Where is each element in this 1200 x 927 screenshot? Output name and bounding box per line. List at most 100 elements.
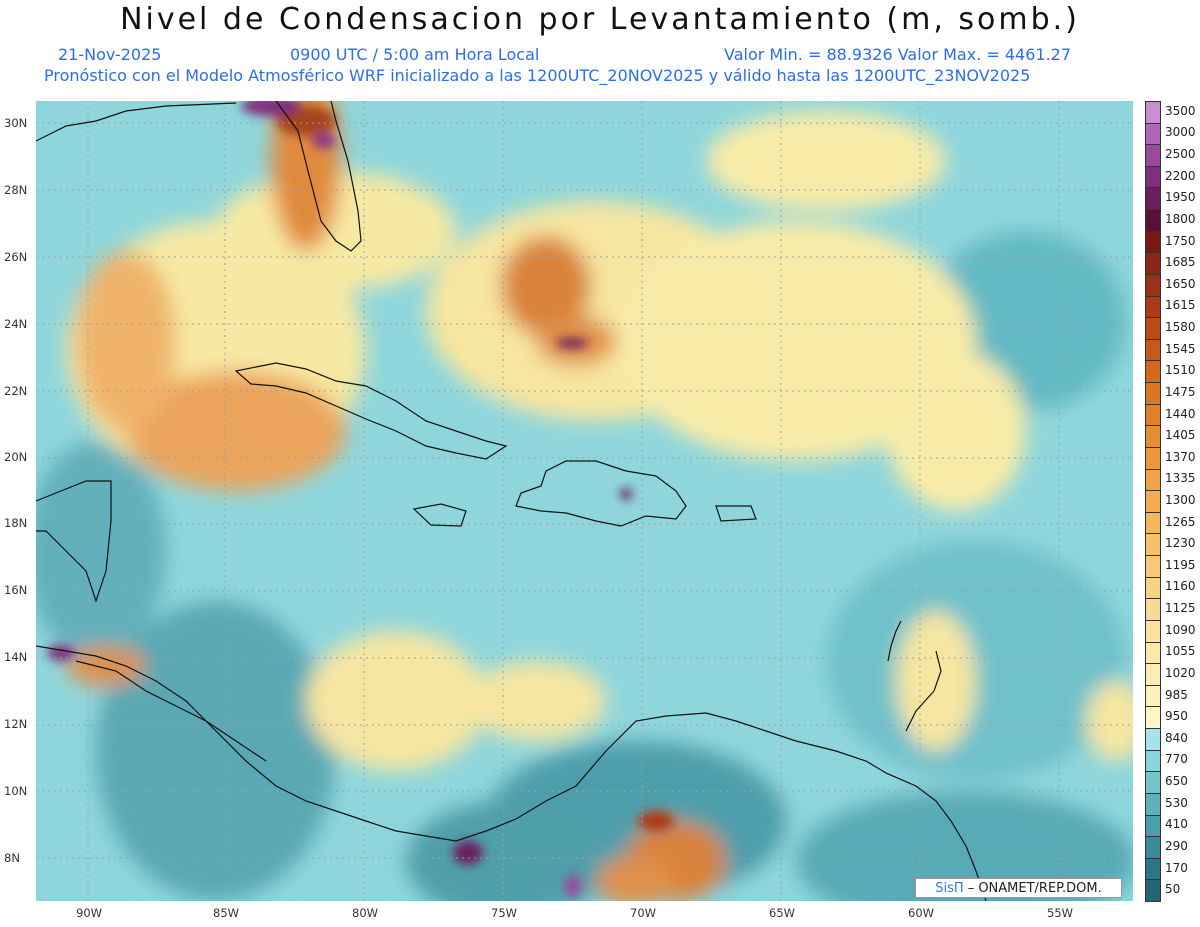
- lat-tick: 22N: [4, 384, 28, 398]
- forecast-label: Pronóstico con el Modelo Atmosférico WRF…: [44, 66, 1031, 85]
- colorbar-label: 530: [1165, 795, 1188, 810]
- colorbar-label: 1800: [1165, 211, 1196, 226]
- colorbar-label: 1090: [1165, 622, 1196, 637]
- colorbar-swatch: [1145, 663, 1161, 686]
- lat-tick: 30N: [4, 116, 28, 130]
- colorbar-swatch: [1145, 295, 1161, 319]
- colorbar-label: 1405: [1165, 428, 1196, 443]
- colorbar-label: 3000: [1165, 125, 1196, 140]
- florida-coast: [275, 101, 362, 252]
- colorbar-swatch: [1145, 446, 1161, 470]
- extreme-cells: [47, 101, 674, 898]
- colorbar-swatch: [1145, 511, 1161, 535]
- colorbar-label: 1335: [1165, 471, 1196, 486]
- min-max-label: Valor Min. = 88.9326 Valor Max. = 4461.2…: [724, 45, 1072, 64]
- colorbar-label: 290: [1165, 838, 1188, 853]
- credit-text: – ONAMET/REP.DOM.: [967, 880, 1102, 896]
- lat-tick: 12N: [4, 717, 28, 731]
- colorbar-swatch: [1145, 382, 1161, 405]
- colorbar-swatch: [1145, 273, 1161, 297]
- colorbar-label: 1265: [1165, 514, 1196, 529]
- lat-tick: 26N: [4, 250, 28, 264]
- colorbar-swatch: [1145, 490, 1161, 513]
- colorbar-swatch: [1145, 425, 1161, 448]
- colorbar-label: 1125: [1165, 601, 1196, 616]
- colorbar-swatch: [1145, 533, 1161, 557]
- colorbar-label: 2200: [1165, 168, 1196, 183]
- colorbar-swatch: [1145, 728, 1161, 751]
- colorbar-swatch: [1145, 403, 1161, 427]
- credit-box: SisΠ – ONAMET/REP.DOM.: [915, 878, 1122, 898]
- colorbar-swatch: [1145, 252, 1161, 275]
- colorbar-swatch: [1145, 598, 1161, 621]
- lat-tick: 20N: [4, 450, 28, 464]
- colorbar-swatch: [1145, 165, 1161, 189]
- lon-tick: 85W: [213, 906, 240, 920]
- colorbar-swatch: [1145, 555, 1161, 578]
- colorbar-label: 1160: [1165, 579, 1196, 594]
- colorbar-swatch: [1145, 144, 1161, 167]
- colorbar-swatch: [1145, 360, 1161, 384]
- time-label: 0900 UTC / 5:00 am Hora Local: [290, 45, 540, 64]
- colorbar-swatch: [1145, 317, 1161, 340]
- lat-tick: 16N: [4, 583, 28, 597]
- lon-tick: 70W: [630, 906, 657, 920]
- colorbar-label: 1750: [1165, 233, 1196, 248]
- colorbar-label: 3500: [1165, 103, 1196, 118]
- lon-tick: 55W: [1047, 906, 1074, 920]
- colorbar-label: 50: [1165, 882, 1181, 897]
- colorbar-swatch: [1145, 230, 1161, 254]
- colorbar-label: 1615: [1165, 298, 1196, 313]
- lon-tick: 60W: [908, 906, 935, 920]
- colorbar-swatch: [1145, 814, 1161, 838]
- grid-lines: [36, 101, 1133, 901]
- colorbar-label: 650: [1165, 774, 1188, 789]
- puerto-rico-coast: [715, 505, 757, 522]
- map-title: Nivel de Condensacion por Levantamiento …: [120, 2, 1080, 37]
- colorbar-label: 170: [1165, 860, 1188, 875]
- leeward-islands: [887, 620, 902, 662]
- colorbar-label: 770: [1165, 752, 1188, 767]
- colorbar-label: 1020: [1165, 665, 1196, 680]
- coastlines: [36, 101, 987, 901]
- colorbar-swatch: [1145, 792, 1161, 816]
- colorbar-label: 1650: [1165, 276, 1196, 291]
- colorbar-swatch: [1145, 857, 1161, 881]
- lat-tick: 18N: [4, 516, 28, 530]
- colorbar-label: 1370: [1165, 449, 1196, 464]
- lcl-map: [36, 101, 1133, 901]
- colorbar-swatch: [1145, 576, 1161, 600]
- colorbar-label: 1440: [1165, 406, 1196, 421]
- hispaniola-coast: [515, 460, 687, 527]
- yucatan-coast: [36, 480, 112, 603]
- gulf-coast: [36, 102, 237, 142]
- lat-tick: 24N: [4, 317, 28, 331]
- colorbar-swatch: [1145, 619, 1161, 643]
- colorbar-swatch: [1145, 641, 1161, 665]
- colorbar-label: 410: [1165, 817, 1188, 832]
- colorbar-label: 1300: [1165, 493, 1196, 507]
- colorbar-label: 1685: [1165, 255, 1196, 270]
- colorbar-label: 1545: [1165, 341, 1196, 356]
- lon-tick: 90W: [76, 906, 103, 920]
- lon-tick: 75W: [491, 906, 518, 920]
- colorbar-label: 2500: [1165, 147, 1196, 162]
- colorbar-label: 1230: [1165, 536, 1196, 551]
- sispi-logo: SisΠ: [935, 880, 964, 896]
- lon-tick: 65W: [769, 906, 796, 920]
- lesser-antilles: [905, 650, 942, 732]
- central-america-inland: [75, 660, 267, 762]
- colorbar-swatch: [1145, 771, 1161, 794]
- colorbar-label: 840: [1165, 730, 1188, 745]
- colorbar-swatch: [1145, 749, 1161, 773]
- lon-tick: 80W: [352, 906, 379, 920]
- colorbar-swatch: [1145, 879, 1161, 902]
- colorbar-swatch: [1145, 187, 1161, 211]
- lat-tick: 8N: [4, 851, 20, 865]
- colorbar-swatch: [1145, 468, 1161, 492]
- lat-tick: 10N: [4, 784, 28, 798]
- colorbar-swatch: [1145, 836, 1161, 859]
- date-label: 21-Nov-2025: [58, 45, 162, 64]
- colorbar-label: 1475: [1165, 384, 1196, 399]
- lat-tick: 28N: [4, 183, 28, 197]
